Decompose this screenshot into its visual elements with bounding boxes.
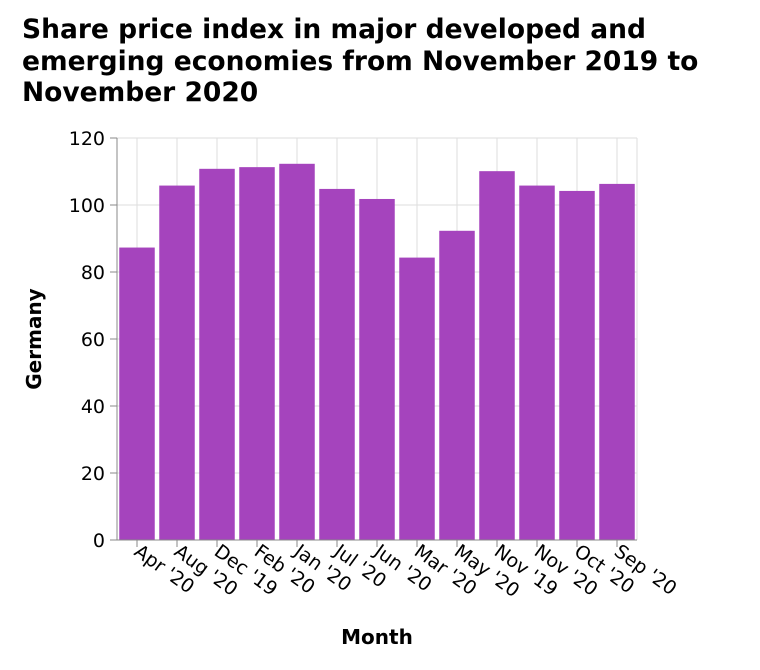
bar	[519, 185, 555, 540]
bar	[159, 185, 195, 540]
bar	[239, 167, 275, 540]
x-axis-label: Month	[341, 625, 413, 649]
y-tick-label: 0	[93, 530, 105, 552]
bar	[559, 190, 595, 540]
bar	[439, 230, 475, 541]
bar	[599, 183, 635, 540]
axes	[110, 137, 637, 547]
y-tick-label: 40	[81, 396, 105, 418]
y-tick-label: 60	[81, 329, 105, 351]
y-tick-label: 120	[69, 128, 105, 150]
y-tick-labels: 0 20 40 60 80 100 120	[69, 128, 105, 552]
y-tick-label: 100	[69, 195, 105, 217]
y-tick-label: 80	[81, 262, 105, 284]
bar	[399, 257, 435, 540]
bar	[279, 163, 315, 541]
y-axis-label: Germany	[22, 288, 46, 389]
bars	[119, 163, 635, 541]
bar	[359, 198, 395, 540]
bar	[199, 168, 235, 540]
bar	[119, 247, 155, 541]
chart-title: Share price index in major developed and…	[22, 14, 699, 109]
bar	[479, 171, 515, 541]
bar	[319, 188, 355, 541]
y-tick-label: 20	[81, 463, 105, 485]
